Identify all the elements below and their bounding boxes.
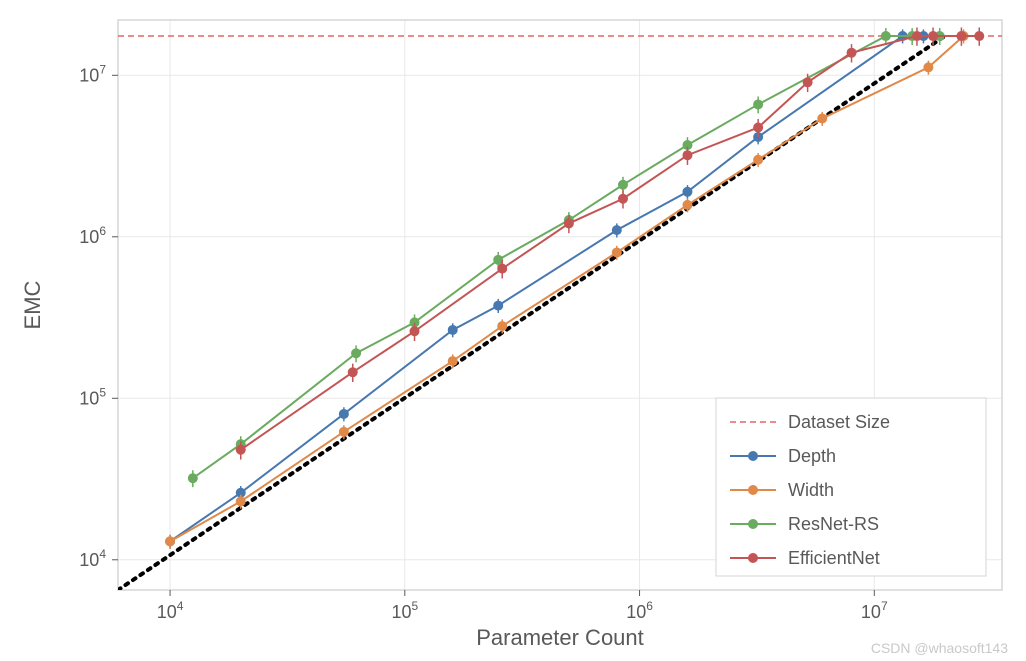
data-point xyxy=(564,218,574,228)
data-point xyxy=(881,31,891,41)
data-point xyxy=(497,321,507,331)
data-point xyxy=(612,247,622,257)
data-point xyxy=(351,348,361,358)
data-point xyxy=(348,367,358,377)
data-point xyxy=(753,99,763,109)
y-axis-label: EMC xyxy=(20,280,45,329)
data-point xyxy=(618,194,628,204)
data-point xyxy=(682,150,692,160)
data-point xyxy=(928,31,938,41)
chart-container: 104105106107104105106107Parameter CountE… xyxy=(0,0,1026,661)
data-point xyxy=(923,62,933,72)
legend-item-label: ResNet-RS xyxy=(788,514,879,534)
data-point xyxy=(448,325,458,335)
data-point xyxy=(618,180,628,190)
data-point xyxy=(410,326,420,336)
data-point xyxy=(188,473,198,483)
data-point xyxy=(493,301,503,311)
data-point xyxy=(753,155,763,165)
data-point xyxy=(339,409,349,419)
data-point xyxy=(682,200,692,210)
data-point xyxy=(339,427,349,437)
data-point xyxy=(803,77,813,87)
data-point xyxy=(847,48,857,58)
data-point xyxy=(682,187,692,197)
data-point xyxy=(236,496,246,506)
legend: Dataset Size Depth Width ResNet-RS Efficient… xyxy=(716,398,986,576)
data-point xyxy=(612,225,622,235)
legend-item-label: Depth xyxy=(788,446,836,466)
data-point xyxy=(165,536,175,546)
data-point xyxy=(448,356,458,366)
legend-item-label: Width xyxy=(788,480,834,500)
data-point xyxy=(753,123,763,133)
chart-svg: 104105106107104105106107Parameter CountE… xyxy=(0,0,1026,661)
data-point xyxy=(817,114,827,124)
data-point xyxy=(974,31,984,41)
legend-item-label: Dataset Size xyxy=(788,412,890,432)
data-point xyxy=(956,31,966,41)
data-point xyxy=(497,264,507,274)
data-point xyxy=(236,445,246,455)
x-axis-label: Parameter Count xyxy=(476,625,644,650)
watermark: CSDN @whaosoft143 xyxy=(871,640,1008,656)
legend-item-label: EfficientNet xyxy=(788,548,880,568)
data-point xyxy=(912,31,922,41)
